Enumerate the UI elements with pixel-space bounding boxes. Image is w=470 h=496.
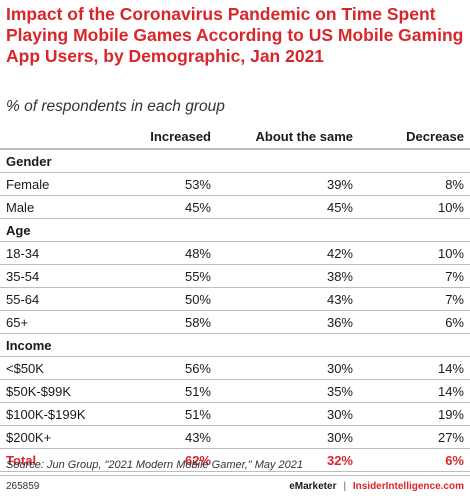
table-row: 55-64 50% 43% 7%	[0, 287, 470, 311]
chart-id: 265859	[6, 481, 40, 492]
group-blank	[353, 333, 470, 357]
cell-about-the-same: 30%	[211, 425, 353, 449]
source-note: Source: Jun Group, "2021 Modern Mobile G…	[6, 459, 304, 471]
group-label: Gender	[6, 153, 52, 169]
cell-about-the-same: 36%	[211, 310, 353, 334]
group-row: Income	[0, 333, 470, 357]
brand-insider-intelligence: InsiderIntelligence.com	[352, 481, 464, 492]
total-increased: 62%	[136, 448, 211, 472]
table-body: Gender Female 53% 39% 8% Male 45% 45% 10% Age 18-3…	[0, 149, 470, 472]
table-row: 18-34 48% 42% 10%	[0, 241, 470, 265]
total-decrease: 6%	[353, 448, 470, 472]
row-label: 55-64	[0, 287, 136, 311]
header-about-the-same: About the same	[211, 124, 353, 150]
table-row: 65+ 58% 36% 6%	[0, 310, 470, 334]
cell-about-the-same: 45%	[211, 195, 353, 219]
group-label: Income	[0, 333, 136, 357]
cell-increased: 51%	[136, 402, 211, 426]
row-label: $200K+	[0, 425, 136, 449]
brand-separator: |	[343, 481, 347, 492]
total-label: Total	[0, 448, 136, 472]
group-blank	[353, 218, 470, 242]
cell-decrease: 7%	[353, 287, 470, 311]
table-row: $50K-$99K 51% 35% 14%	[0, 379, 470, 403]
cell-decrease: 6%	[353, 310, 470, 334]
cell-decrease: 8%	[353, 172, 470, 196]
cell-about-the-same: 35%	[211, 379, 353, 403]
cell-increased: 58%	[136, 310, 211, 334]
cell-about-the-same: 42%	[211, 241, 353, 265]
table-row: $100K-$199K 51% 30% 19%	[0, 402, 470, 426]
group-row: Gender	[0, 149, 470, 173]
table-row: $200K+ 43% 30% 27%	[0, 425, 470, 449]
cell-decrease: 10%	[353, 241, 470, 265]
table-row: <$50K 56% 30% 14%	[0, 356, 470, 380]
row-label: 35-54	[0, 264, 136, 288]
cell-about-the-same: 39%	[211, 172, 353, 196]
cell-about-the-same: 38%	[211, 264, 353, 288]
group-blank	[211, 218, 353, 242]
group-blank	[136, 333, 211, 357]
row-label: $50K-$99K	[0, 379, 136, 403]
header-decrease: Decrease	[353, 124, 470, 150]
table-row: 35-54 55% 38% 7%	[0, 264, 470, 288]
cell-about-the-same: 30%	[211, 356, 353, 380]
group-blank	[136, 218, 211, 242]
cell-increased: 51%	[136, 379, 211, 403]
footer: 265859 eMarketer | InsiderIntelligence.c…	[0, 475, 470, 496]
group-label: Age	[0, 218, 136, 242]
brand: eMarketer | InsiderIntelligence.com	[289, 481, 464, 492]
chart-subtitle: % of respondents in each group	[6, 98, 225, 115]
cell-decrease: 10%	[353, 195, 470, 219]
header-increased: Increased	[136, 124, 211, 150]
group-blank	[211, 149, 353, 173]
group-row: Age	[0, 218, 470, 242]
total-about-the-same: 32%	[211, 448, 353, 472]
cell-decrease: 27%	[353, 425, 470, 449]
table-row: Male 45% 45% 10%	[0, 195, 470, 219]
group-blank	[353, 149, 470, 173]
row-label: Male	[0, 195, 136, 219]
group-blank	[136, 149, 211, 173]
cell-increased: 43%	[136, 425, 211, 449]
cell-increased: 53%	[136, 172, 211, 196]
header-blank	[0, 124, 136, 150]
data-table: Increased About the same Decrease Gender…	[0, 124, 470, 472]
row-label: <$50K	[0, 356, 136, 380]
cell-decrease: 7%	[353, 264, 470, 288]
cell-about-the-same: 43%	[211, 287, 353, 311]
brand-emarketer: eMarketer	[289, 481, 337, 492]
header-row: Increased About the same Decrease	[0, 124, 470, 150]
row-label: Female	[0, 172, 136, 196]
cell-increased: 45%	[136, 195, 211, 219]
row-label: 65+	[0, 310, 136, 334]
cell-increased: 55%	[136, 264, 211, 288]
cell-increased: 56%	[136, 356, 211, 380]
chart-title: Impact of the Coronavirus Pandemic on Ti…	[6, 4, 464, 66]
row-label: 18-34	[0, 241, 136, 265]
cell-decrease: 14%	[353, 356, 470, 380]
group-blank	[211, 333, 353, 357]
cell-increased: 48%	[136, 241, 211, 265]
cell-decrease: 14%	[353, 379, 470, 403]
table-row: Female 53% 39% 8%	[0, 172, 470, 196]
cell-increased: 50%	[136, 287, 211, 311]
total-row: Total 62% 32% 6%	[0, 448, 470, 472]
cell-about-the-same: 30%	[211, 402, 353, 426]
row-label: $100K-$199K	[0, 402, 136, 426]
cell-decrease: 19%	[353, 402, 470, 426]
